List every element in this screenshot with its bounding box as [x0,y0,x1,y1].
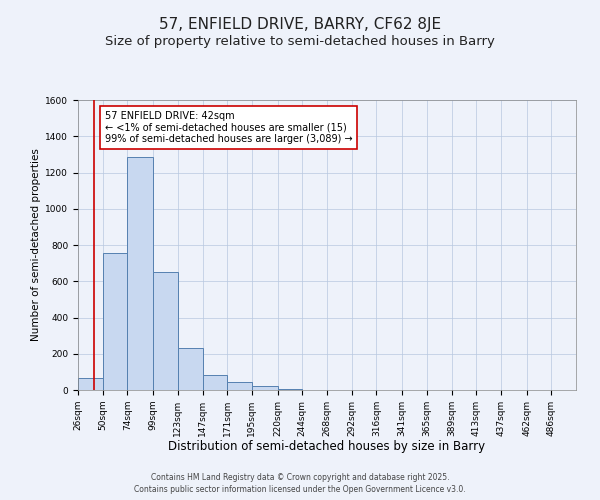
Bar [203,374,227,390]
Bar [153,272,178,390]
Bar [252,386,278,390]
Text: Contains HM Land Registry data © Crown copyright and database right 2025.
Contai: Contains HM Land Registry data © Crown c… [134,472,466,494]
Text: 57 ENFIELD DRIVE: 42sqm
← <1% of semi-detached houses are smaller (15)
99% of se: 57 ENFIELD DRIVE: 42sqm ← <1% of semi-de… [105,111,352,144]
Bar [178,348,203,390]
Bar [78,378,103,390]
Bar [278,389,302,390]
Text: Size of property relative to semi-detached houses in Barry: Size of property relative to semi-detach… [105,35,495,48]
Y-axis label: Number of semi-detached properties: Number of semi-detached properties [31,148,41,342]
Bar [127,157,153,390]
Text: 57, ENFIELD DRIVE, BARRY, CF62 8JE: 57, ENFIELD DRIVE, BARRY, CF62 8JE [159,18,441,32]
Bar [103,253,127,390]
Bar [227,382,252,390]
X-axis label: Distribution of semi-detached houses by size in Barry: Distribution of semi-detached houses by … [169,440,485,454]
